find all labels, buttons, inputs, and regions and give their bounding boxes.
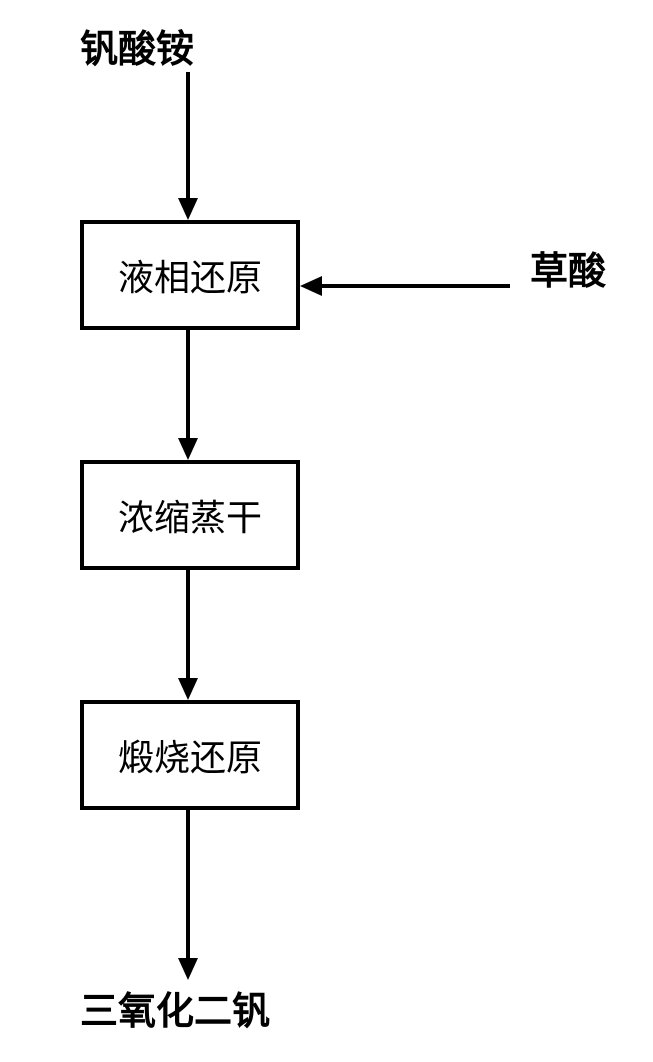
box-liquid-phase-reduction: 液相还原 [80, 220, 300, 330]
box-concentrate-evaporate: 浓缩蒸干 [80, 460, 300, 570]
box-step2-text: 浓缩蒸干 [118, 489, 262, 541]
arrow-line-2 [186, 330, 190, 438]
arrow-head-1 [178, 198, 198, 220]
arrow-line-3 [186, 570, 190, 678]
arrow-line-4 [186, 810, 190, 958]
arrow-head-3 [178, 678, 198, 700]
arrow-head-4 [178, 958, 198, 980]
arrow-head-h [300, 276, 322, 296]
box-calcination-reduction: 煅烧还原 [80, 700, 300, 810]
label-vanadium-trioxide: 三氧化二钒 [80, 980, 270, 1035]
arrow-line-1 [186, 72, 190, 198]
box-step3-text: 煅烧还原 [118, 729, 262, 781]
arrow-head-2 [178, 438, 198, 460]
label-oxalic-acid: 草酸 [530, 240, 606, 295]
box-step1-text: 液相还原 [118, 249, 262, 301]
arrow-line-h [322, 284, 510, 288]
label-ammonium-vanadate: 钒酸铵 [80, 18, 194, 73]
